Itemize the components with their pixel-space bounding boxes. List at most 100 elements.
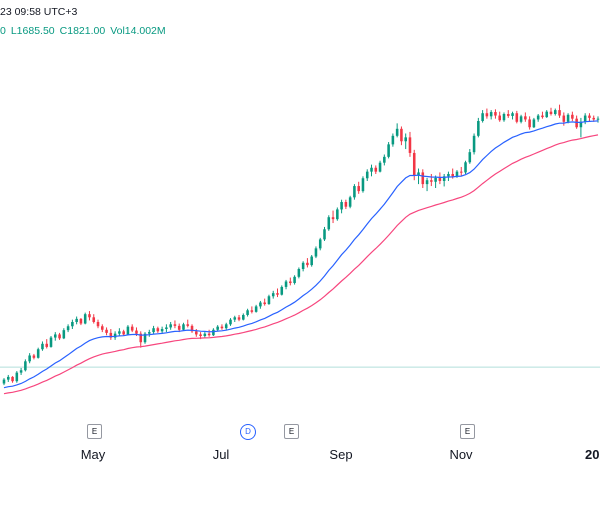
- candle: [459, 166, 463, 176]
- candle: [472, 133, 476, 155]
- candle: [6, 374, 10, 382]
- candle: [383, 154, 386, 166]
- candle: [528, 116, 531, 130]
- candle: [143, 332, 147, 344]
- candle-body: [404, 137, 407, 142]
- candle-body: [280, 286, 284, 295]
- candle: [276, 288, 279, 298]
- candle: [15, 371, 19, 383]
- legend-low-value: L1685.50: [10, 25, 55, 37]
- candle: [485, 108, 489, 119]
- candle: [481, 110, 484, 123]
- candle-body: [442, 176, 446, 181]
- candle-body: [2, 379, 6, 384]
- candle-body: [464, 162, 467, 173]
- candle-body: [19, 370, 23, 373]
- candle: [489, 110, 493, 120]
- candle: [28, 353, 31, 364]
- candle-body: [45, 343, 49, 347]
- candle: [506, 110, 510, 118]
- candle-body: [96, 321, 100, 327]
- candle-body: [536, 115, 540, 120]
- candle-body: [395, 128, 399, 136]
- candle: [532, 117, 536, 129]
- candle-body: [592, 117, 596, 120]
- candle-body: [143, 333, 147, 343]
- candle-body: [190, 325, 194, 332]
- candle: [165, 324, 168, 333]
- candle-body: [481, 113, 484, 122]
- earnings-event-badge[interactable]: E: [87, 424, 102, 439]
- candle: [545, 110, 549, 118]
- candle-body: [297, 269, 301, 277]
- candle-body: [408, 137, 412, 153]
- candle: [41, 341, 44, 351]
- candle-body: [83, 314, 87, 324]
- candle: [464, 160, 467, 174]
- candle-body: [58, 334, 61, 339]
- candle-body: [314, 248, 318, 257]
- candle: [237, 314, 241, 322]
- candle: [301, 261, 305, 272]
- x-axis-label-2023: 2023: [585, 447, 600, 462]
- candle-body: [430, 180, 433, 182]
- candle: [263, 298, 266, 306]
- candle: [271, 290, 275, 299]
- candle-body: [588, 115, 591, 118]
- candle: [280, 285, 284, 296]
- candle: [549, 107, 553, 116]
- moving-average-slow-line: [3, 134, 599, 395]
- candle: [130, 324, 134, 333]
- x-axis-label-jul: Jul: [212, 447, 230, 462]
- candle: [109, 328, 113, 340]
- candle: [515, 110, 519, 124]
- dividend-event-badge[interactable]: D: [240, 424, 256, 440]
- candle: [494, 109, 497, 119]
- candle: [152, 325, 155, 334]
- candle-body: [6, 376, 10, 380]
- candle: [156, 326, 160, 333]
- candle: [79, 318, 83, 326]
- candle: [284, 279, 288, 290]
- candle: [340, 199, 343, 214]
- legend-close-value: C1821.00: [59, 25, 106, 37]
- candle: [66, 324, 70, 333]
- earnings-event-badge[interactable]: E: [284, 424, 299, 439]
- candle: [583, 113, 587, 125]
- candle-body: [391, 135, 395, 145]
- candle: [391, 133, 395, 147]
- candle-body: [438, 177, 442, 181]
- candle: [511, 111, 514, 120]
- candle: [430, 173, 433, 187]
- candle: [365, 169, 369, 181]
- candle-body: [259, 302, 262, 307]
- candle: [421, 169, 425, 188]
- candle: [113, 331, 117, 340]
- candle-body: [361, 178, 365, 192]
- candle-body: [323, 229, 326, 240]
- candle: [126, 325, 130, 336]
- candle: [579, 117, 583, 138]
- candle: [32, 353, 36, 360]
- candle: [169, 321, 172, 330]
- candle-body: [494, 112, 497, 116]
- candle-body: [250, 310, 254, 312]
- candle-body: [216, 326, 219, 330]
- candle-body: [336, 209, 339, 220]
- candle: [139, 331, 143, 348]
- candle: [216, 325, 219, 332]
- candle: [588, 113, 591, 122]
- candle: [336, 207, 339, 221]
- candle: [45, 339, 49, 349]
- candle-body: [293, 276, 296, 284]
- candle-body: [186, 324, 190, 326]
- candle-body: [156, 328, 160, 332]
- candle: [361, 176, 365, 193]
- x-axis-label-nov: Nov: [449, 447, 473, 462]
- earnings-event-badge[interactable]: E: [460, 424, 475, 439]
- candle-body: [477, 121, 480, 136]
- candle: [541, 111, 544, 119]
- candle: [395, 123, 399, 138]
